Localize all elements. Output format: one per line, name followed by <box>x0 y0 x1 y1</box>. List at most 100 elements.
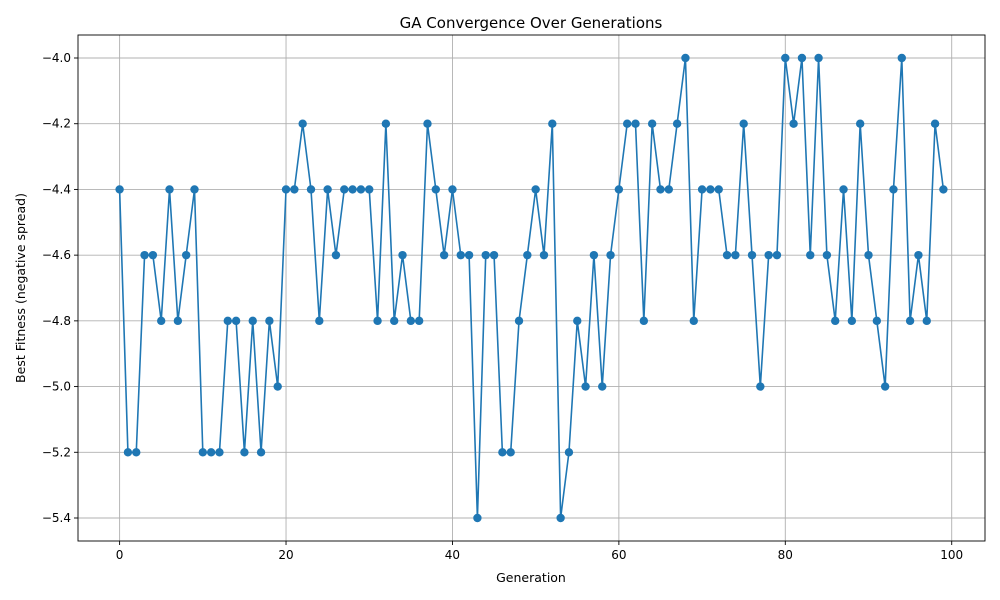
x-tick-label: 40 <box>445 548 460 562</box>
plot-frame <box>77 34 986 542</box>
data-point <box>132 448 141 457</box>
data-point <box>290 185 299 194</box>
data-point <box>839 185 848 194</box>
x-tick-label: 0 <box>116 548 124 562</box>
data-point <box>481 250 490 260</box>
data-point <box>880 382 890 391</box>
data-point <box>822 250 832 260</box>
y-tick-label: −4.2 <box>42 117 71 131</box>
data-point <box>806 250 815 260</box>
data-point <box>656 185 665 194</box>
data-point <box>681 53 690 63</box>
data-point <box>381 119 391 128</box>
data-point <box>581 382 590 391</box>
data-point <box>248 316 257 326</box>
data-point <box>598 382 607 391</box>
y-axis-label: Best Fitness (negative spread) <box>13 193 28 383</box>
data-point <box>756 382 765 391</box>
data-point <box>498 448 507 457</box>
series-line <box>118 57 945 519</box>
data-point <box>622 119 632 128</box>
data-point <box>181 250 191 260</box>
data-point <box>614 185 624 194</box>
data-point <box>431 185 441 194</box>
data-point <box>348 185 357 194</box>
data-point <box>872 316 882 326</box>
data-point <box>206 448 216 457</box>
data-point <box>631 119 640 128</box>
axis-ticks: 0 20 40 60 80 100 −5.4 −5.2 −5.0 −4.8 −4.6 −4.4 −4.2… <box>42 51 963 562</box>
data-point <box>315 316 324 326</box>
data-point <box>889 185 898 194</box>
data-point <box>914 250 923 260</box>
x-tick-label: 80 <box>778 548 793 562</box>
data-point <box>897 53 906 63</box>
data-point <box>814 53 823 63</box>
data-point <box>448 185 457 194</box>
data-point <box>573 316 582 326</box>
data-point <box>523 250 532 260</box>
data-point <box>697 185 707 194</box>
data-point <box>140 250 149 260</box>
data-point <box>664 185 673 194</box>
data-point <box>240 448 249 457</box>
data-point <box>939 185 948 194</box>
data-point <box>215 448 224 457</box>
data-point <box>456 250 465 260</box>
data-point <box>739 119 748 128</box>
data-point <box>198 448 208 457</box>
y-tick-label: −4.0 <box>42 51 71 65</box>
data-point <box>173 316 183 326</box>
data-point <box>148 250 158 260</box>
y-tick-label: −5.0 <box>42 380 71 394</box>
data-point <box>764 250 773 260</box>
data-point <box>905 316 915 326</box>
data-point <box>298 119 307 128</box>
data-point <box>281 185 291 194</box>
data-point <box>847 316 857 326</box>
series-group <box>115 53 948 523</box>
x-axis-label: Generation <box>496 570 566 585</box>
y-tick-label: −5.2 <box>42 445 71 459</box>
data-point <box>689 316 698 326</box>
data-point <box>398 250 407 260</box>
data-point <box>855 119 865 128</box>
data-point <box>390 316 399 326</box>
data-point <box>489 250 499 260</box>
data-point <box>514 316 524 326</box>
y-tick-label: −4.8 <box>42 314 71 328</box>
data-point <box>439 250 449 260</box>
data-point <box>672 119 682 128</box>
data-point <box>365 185 374 194</box>
data-point <box>548 119 557 128</box>
data-point <box>589 250 599 260</box>
data-point <box>223 316 232 326</box>
data-point <box>464 250 474 260</box>
data-point <box>331 250 341 260</box>
data-point <box>781 53 790 63</box>
data-point <box>423 119 432 128</box>
data-point <box>789 119 798 128</box>
data-point <box>531 185 540 194</box>
data-point <box>647 119 657 128</box>
data-point <box>539 250 549 260</box>
data-point <box>406 316 416 326</box>
x-tick-label: 100 <box>940 548 963 562</box>
data-point <box>190 185 199 194</box>
data-point <box>772 250 782 260</box>
data-point <box>414 316 424 326</box>
data-point <box>356 185 366 194</box>
data-point <box>930 119 940 128</box>
data-point <box>606 250 615 260</box>
data-point <box>115 185 124 194</box>
data-point <box>731 250 740 260</box>
data-point <box>506 448 515 457</box>
x-tick-label: 20 <box>278 548 293 562</box>
data-point <box>473 513 482 523</box>
data-point <box>714 185 723 194</box>
data-point <box>831 316 840 326</box>
data-point <box>306 185 316 194</box>
data-point <box>564 448 574 457</box>
